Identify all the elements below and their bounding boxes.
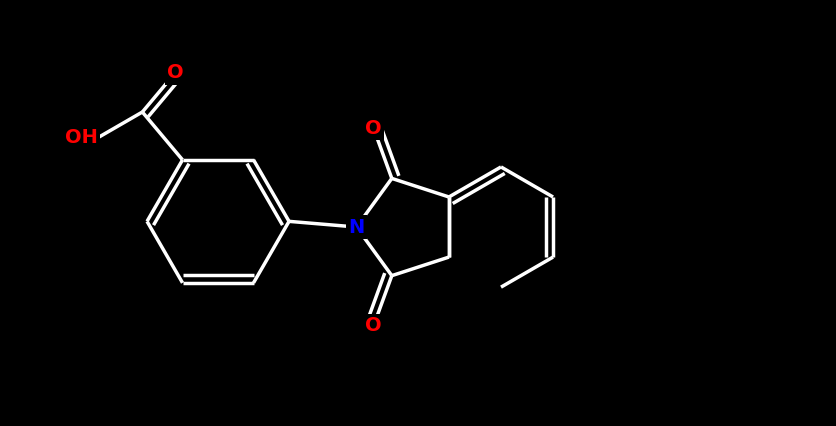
Text: O: O — [364, 316, 381, 335]
Text: OH: OH — [65, 128, 98, 147]
Text: O: O — [364, 119, 381, 138]
Text: N: N — [348, 218, 364, 236]
Text: O: O — [166, 63, 183, 82]
